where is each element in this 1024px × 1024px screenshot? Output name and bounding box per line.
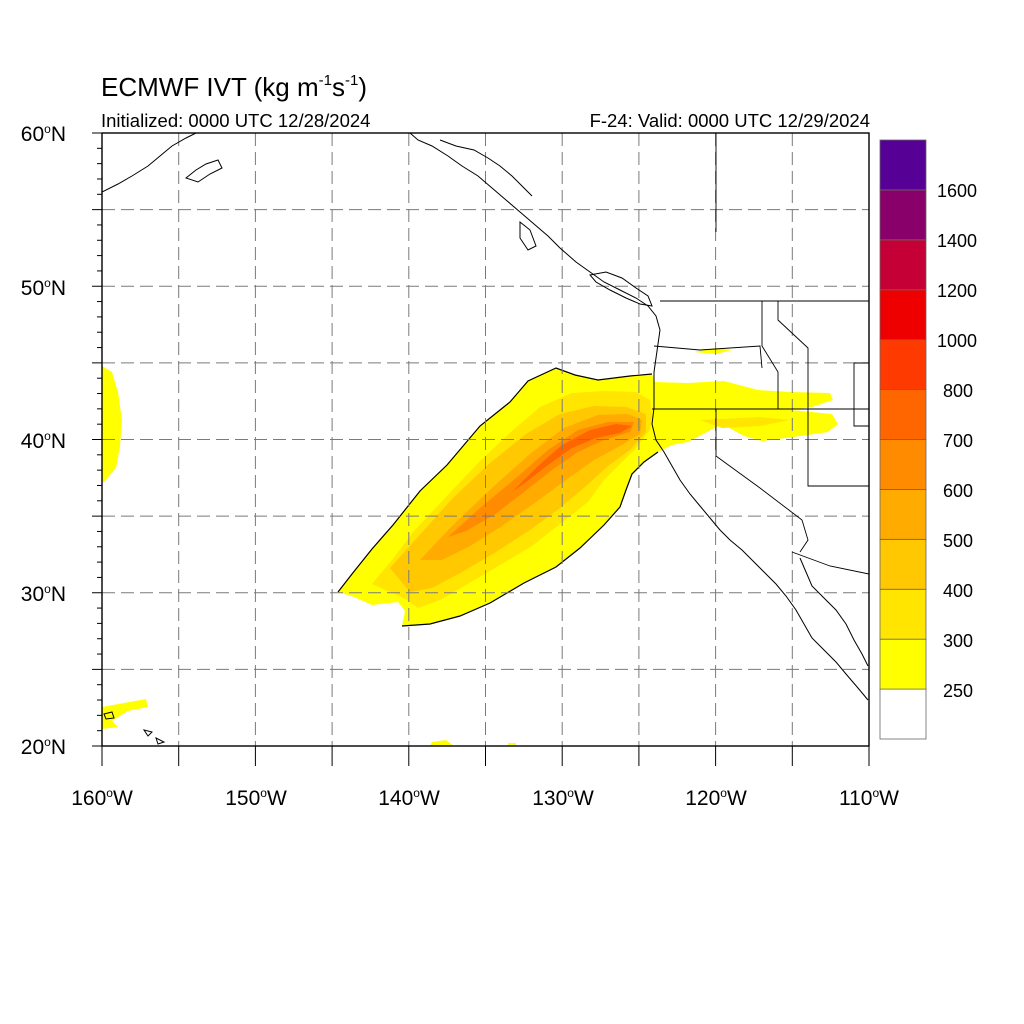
ivt-outline [337, 367, 659, 627]
lat-axis: 60oN 50oN 40oN 30oN 20oN [21, 122, 66, 759]
ivt-patch-nevada [700, 417, 790, 428]
colorbar-label-250: 250 [943, 681, 973, 701]
coastline-alaska [102, 133, 197, 193]
border-california-nevada [715, 409, 803, 521]
colorbar-label-400: 400 [943, 581, 973, 601]
lon-label-120: 120oW [685, 786, 747, 810]
border-montana-wyoming [853, 362, 869, 427]
initialized-time: Initialized: 0000 UTC 12/28/2024 [101, 110, 371, 131]
colorbar-label-1000: 1000 [937, 331, 977, 351]
colorbar-box [879, 289, 927, 341]
coastline-hawaii-1 [103, 711, 115, 720]
colorbar-box [879, 588, 927, 640]
colorbar-label-1200: 1200 [937, 281, 977, 301]
coastline-haida-gwaii [519, 220, 537, 251]
border-arizona [799, 519, 809, 553]
ivt-contour-700 [512, 424, 632, 492]
colorbar-box [879, 339, 927, 390]
colorbar [879, 139, 927, 740]
colorbar-label-1400: 1400 [937, 231, 977, 251]
ivt-patch-west-edge [102, 366, 122, 482]
valid-time: F-24: Valid: 0000 UTC 12/29/2024 [589, 110, 870, 131]
colorbar-box [879, 239, 927, 291]
colorbar-label-600: 600 [943, 481, 973, 501]
coastline-hawaii-2 [142, 729, 153, 737]
colorbar-box [879, 688, 927, 740]
lon-label-110: 110oW [839, 786, 899, 810]
colorbar-box [879, 538, 927, 590]
coastline-alaska-panhandle [439, 139, 533, 197]
lat-label-60: 60oN [21, 122, 66, 146]
coastlines [102, 133, 869, 745]
ivt-patch-south-2 [508, 743, 516, 746]
coastline-vancouver-island [589, 271, 653, 307]
lon-label-140: 140oW [378, 786, 440, 810]
political-boundaries [652, 133, 869, 575]
border-washington-oregon [653, 345, 763, 369]
ivt-shading [102, 348, 838, 746]
lon-label-160: 160oW [71, 786, 133, 810]
ivt-patch-washington [694, 348, 732, 354]
colorbar-label-800: 800 [943, 381, 973, 401]
coastline-hawaii-3 [155, 737, 166, 745]
colorbar-label-300: 300 [943, 631, 973, 651]
lon-label-130: 130oW [532, 786, 594, 810]
colorbar-label-500: 500 [943, 531, 973, 551]
coastline-north-america [409, 133, 869, 701]
colorbar-label-700: 700 [943, 431, 973, 451]
colorbar-box [879, 189, 927, 241]
axis-ticks [92, 132, 870, 766]
coastline-gulf-california [799, 557, 869, 667]
border-idaho [761, 301, 809, 409]
colorbar-box [879, 439, 927, 490]
colorbar-box [879, 638, 927, 690]
lat-label-40: 40oN [21, 429, 66, 453]
colorbar-box [879, 139, 927, 191]
colorbar-box [879, 389, 927, 440]
ivt-patch-hawaii [102, 699, 148, 729]
colorbar-box [879, 489, 927, 540]
ivt-patch-south-1 [430, 740, 454, 746]
graticule [102, 133, 869, 746]
lon-label-150: 150oW [225, 786, 287, 810]
lat-label-50: 50oN [21, 276, 66, 300]
colorbar-label-1600: 1600 [937, 181, 977, 201]
map-title: ECMWF IVT (kg m-1s-1) [101, 72, 367, 102]
coastline-alaska-islands [184, 159, 223, 183]
border-mexico [791, 551, 869, 575]
ivt-contour-600 [448, 422, 634, 537]
lat-label-20: 20oN [21, 735, 66, 759]
colorbar-labels: 250 300 400 500 600 700 800 1000 1200 14… [937, 181, 977, 701]
lon-axis: 160oW 150oW 140oW 130oW 120oW 110oW [71, 786, 899, 810]
lat-label-30: 30oN [21, 582, 66, 606]
border-nevada-utah [807, 409, 869, 487]
